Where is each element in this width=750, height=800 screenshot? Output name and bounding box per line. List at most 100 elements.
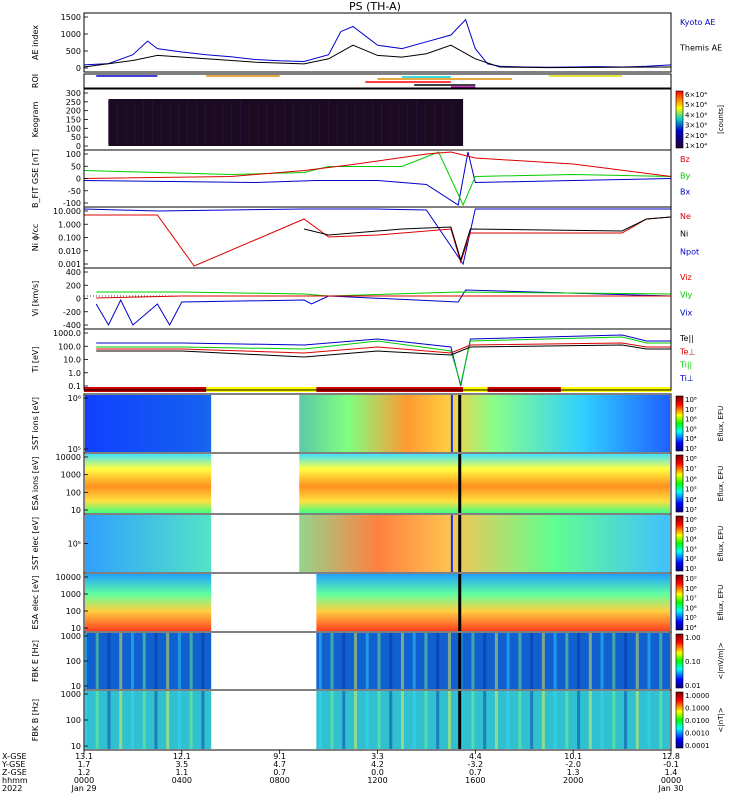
temperature-tick-label: 1.0 — [68, 369, 81, 378]
keogram-ylabel: Keogram — [31, 101, 40, 137]
fbk_e-stripe — [624, 633, 628, 689]
fbk_b-stripe — [635, 691, 639, 749]
sst_ion-colorbar-tick: 10³ — [685, 445, 697, 453]
velocity-series-2 — [96, 295, 671, 299]
fbk_b-stripe — [600, 691, 604, 749]
fbk_b-stripe — [541, 691, 545, 749]
density-frame — [83, 206, 672, 269]
sst_ion-colorbar-tick: 10⁷ — [685, 406, 697, 414]
fbk_e-tick-label: 1000 — [61, 632, 81, 641]
footer-value: 12.1 — [173, 752, 191, 761]
density-tick-label: 0.010 — [58, 247, 81, 256]
velocity-series-1 — [96, 291, 672, 297]
fbk_e-stripe — [518, 633, 522, 689]
fbk_b-stripe — [130, 691, 134, 749]
fbk_e-stripe — [107, 633, 111, 689]
keogram-tick-label: 0 — [76, 142, 81, 151]
fbk_b-stripe — [565, 691, 569, 749]
esa_elec-spectrogram — [85, 574, 670, 631]
keogram-tick-label: 250 — [66, 98, 81, 107]
density-series-label: Ne — [680, 212, 691, 221]
esa_ion-data-gap — [211, 454, 300, 513]
temperature-series-label: Te|| — [679, 334, 694, 343]
esa_elec-tick-label: 100 — [66, 607, 81, 616]
fbk_e-stripe — [494, 633, 498, 689]
fbk_e-stripe — [130, 633, 134, 689]
ae-series-1 — [83, 44, 672, 69]
ae-tick-label: 1000 — [61, 30, 81, 39]
fbk_b-stripe — [342, 691, 346, 749]
fbk_e-stripe — [412, 633, 416, 689]
fbk_e-stripe — [458, 633, 462, 689]
sst_ion-stripe — [458, 395, 462, 452]
sst_ion-stripe — [450, 395, 453, 452]
fbk_e-stripe — [471, 633, 475, 689]
fbk_b-stripe — [506, 691, 510, 749]
footer-value: 9.1 — [273, 752, 286, 761]
fbk_b-stripe — [612, 691, 616, 749]
sst_elec-colorbar-tick: 10⁵ — [685, 526, 697, 534]
esa_ion-tick-label: 10000 — [56, 453, 81, 462]
esa_ion-stripe — [458, 454, 462, 513]
velocity-series-0 — [95, 289, 672, 327]
fbk_e-stripe — [436, 633, 440, 689]
footer-row-label: X-GSE — [2, 752, 27, 761]
fbk_b-stripe — [354, 691, 358, 749]
keogram-colorbar-tick: 1×10⁴ — [685, 142, 707, 150]
keogram-colorbar-tick: 5×10⁴ — [685, 101, 707, 109]
keogram-colorbar-tick: 6×10⁴ — [685, 91, 707, 99]
sst_elec-tick-label: 10⁵ — [68, 540, 81, 549]
footer-value: -3.2 — [468, 760, 484, 769]
fbk_e-stripe — [354, 633, 358, 689]
footer-value: 12.8 — [662, 752, 680, 761]
fbk_e-stripe — [577, 633, 581, 689]
esa_elec-tick-label: 10000 — [56, 573, 81, 582]
bfield-tick-label: -100 — [63, 199, 81, 208]
fbk_b-stripe — [400, 691, 404, 749]
esa_ion-colorbar-label: Eflux, EFU — [717, 466, 725, 501]
keogram-image — [108, 99, 464, 146]
fbk_e-ylabel: FBK E [Hz] — [31, 640, 40, 682]
velocity-series-label: Viz — [680, 273, 692, 282]
density-series-label: Ni — [680, 230, 688, 239]
fbk_e-stripe — [530, 633, 534, 689]
density-tick-label: 0.100 — [58, 234, 81, 243]
footer-value: 4.7 — [273, 760, 286, 769]
footer-value: 3.5 — [175, 760, 188, 769]
fbk_b-stripe — [142, 691, 146, 749]
footer-value: -2.0 — [565, 760, 581, 769]
fbk_e-stripe — [447, 633, 451, 689]
bfield-series-0 — [83, 151, 672, 206]
fbk_b-stripe — [330, 691, 334, 749]
sst_elec-spectrogram — [85, 515, 670, 572]
fbk_e-stripe — [483, 633, 487, 689]
fbk_b-spectrogram — [85, 691, 670, 749]
fbk_b-data-gap — [211, 691, 317, 749]
ae-tick-label: 0 — [76, 64, 81, 73]
density-series-1 — [84, 214, 672, 267]
ae-series-label: Kyoto AE — [680, 18, 715, 27]
fbk_b-tick-label: 100 — [66, 716, 81, 725]
fbk_e-stripe — [201, 633, 205, 689]
fbk_b-stripe — [424, 691, 428, 749]
fbk_e-tick-label: 100 — [66, 657, 81, 666]
velocity-tick-label: 400 — [66, 268, 81, 277]
fbk_b-stripe — [412, 691, 416, 749]
temperature-series-0 — [96, 334, 671, 387]
footer-value: 1.7 — [78, 760, 91, 769]
fbk_e-stripe — [553, 633, 557, 689]
esa_elec-colorbar-tick: 10⁵ — [685, 614, 697, 622]
fbk_b-stripe — [588, 691, 592, 749]
fbk_e-stripe — [588, 633, 592, 689]
footer-value: 0.7 — [273, 768, 286, 777]
density-series-label: Npot — [680, 247, 699, 256]
fbk_e-colorbar-tick: 0.01 — [685, 682, 701, 690]
velocity-series-label: Viy — [680, 291, 693, 300]
fbk_e-stripe — [177, 633, 181, 689]
bfield-series-2 — [83, 151, 672, 179]
fbk_b-stripe — [95, 691, 99, 749]
fbk_b-stripe — [107, 691, 111, 749]
fbk_b-tick-label: 10 — [71, 742, 81, 751]
fbk_b-stripe — [624, 691, 628, 749]
